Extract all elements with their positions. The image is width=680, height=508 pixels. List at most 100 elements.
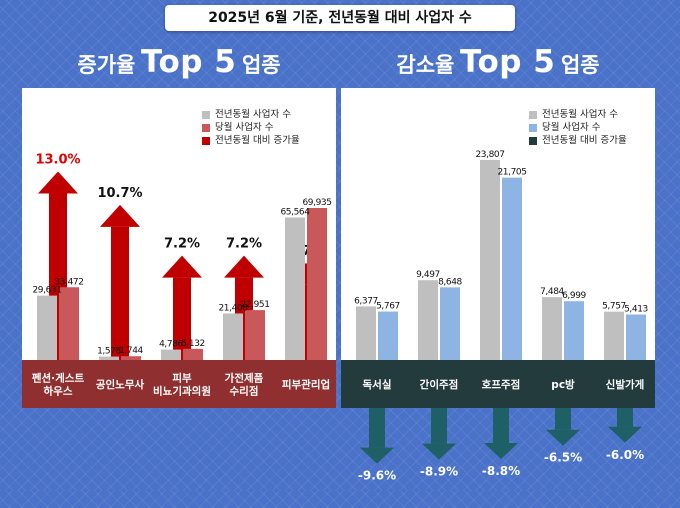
category-label: 하우스 (44, 385, 73, 398)
decrease-heading-part3: 업종 (560, 53, 600, 77)
chart-title: 2025년 6월 기준, 전년동월 대비 사업자 수 (165, 5, 515, 31)
rate-arrow-shaft (369, 408, 385, 448)
value-label-prev: 65,564 (280, 208, 310, 218)
category-label: 피부 (172, 372, 192, 385)
bar-cur (307, 208, 327, 360)
legend-label-cur: 당월 사업자 수 (542, 122, 601, 133)
value-label-prev: 1,578 (97, 347, 121, 357)
rate-arrow-head (162, 255, 202, 278)
rate-arrow-head (38, 171, 78, 194)
category-label: 펜션·게스트 (32, 372, 85, 385)
category-band (341, 360, 655, 408)
legend-item-rate: 전년동월 대비 증가율 (529, 134, 627, 147)
increase-chart-panel: 전년동월 사업자 수 당월 사업자 수 전년동월 대비 증가율 13.0% 29,… (22, 88, 336, 408)
bar-prev (161, 349, 181, 360)
rate-arrow-head (360, 447, 394, 464)
value-label-prev: 4,786 (159, 340, 183, 350)
value-label-prev: 21,408 (218, 303, 248, 313)
value-label-cur: 1,744 (119, 346, 143, 356)
category-label: 호프주점 (482, 378, 521, 391)
rate-label: -9.6% (358, 469, 396, 483)
bar-prev (356, 306, 376, 360)
rate-arrow-shaft (431, 408, 447, 444)
value-label-cur: 33,472 (54, 277, 83, 287)
value-label-prev: 7,484 (540, 287, 564, 297)
bar-prev (37, 295, 57, 360)
category-label: 가전제품 (225, 372, 264, 385)
value-label-cur: 22,951 (240, 300, 269, 310)
category-label: 간이주점 (420, 378, 459, 391)
value-label-cur: 5,132 (181, 339, 205, 349)
legend-swatch-cur (529, 123, 537, 132)
bar-prev (285, 217, 305, 360)
decrease-legend: 전년동월 사업자 수 당월 사업자 수 전년동월 대비 증가율 (529, 108, 627, 147)
increase-heading: 증가율 Top 5 업종 (22, 44, 336, 88)
rate-arrow-head (484, 443, 518, 460)
value-label-prev: 9,497 (416, 270, 440, 280)
rate-label: 10.7% (97, 186, 142, 201)
value-label-prev: 23,807 (475, 150, 504, 160)
bar-cur (378, 311, 398, 360)
bar-prev (480, 160, 500, 360)
category-band (22, 360, 336, 408)
increase-legend: 전년동월 사업자 수 당월 사업자 수 전년동월 대비 증가율 (202, 108, 300, 147)
legend-swatch-prev (202, 110, 210, 119)
bar-prev (99, 356, 119, 360)
rate-label: -8.9% (420, 465, 458, 479)
value-label-prev: 29,631 (32, 286, 61, 296)
bar-prev (223, 313, 243, 360)
legend-item-prev: 전년동월 사업자 수 (202, 108, 300, 121)
value-label-cur: 21,705 (497, 168, 526, 178)
bar-cur (245, 310, 265, 360)
value-label-cur: 69,935 (302, 198, 331, 208)
bar-cur (121, 356, 141, 360)
legend-label-rate: 전년동월 대비 증가율 (542, 135, 627, 146)
bar-prev (604, 311, 624, 360)
legend-item-cur: 당월 사업자 수 (202, 121, 300, 134)
rate-arrow-shaft (111, 226, 129, 360)
decrease-heading-part1: 감소율 (396, 53, 455, 77)
category-label: 수리점 (230, 385, 259, 398)
bar-cur (626, 314, 646, 360)
rate-arrow-shaft (493, 408, 509, 444)
value-label-cur: 6,999 (562, 291, 586, 301)
value-label-cur: 5,767 (376, 302, 400, 312)
legend-swatch-rate (202, 136, 210, 145)
value-label-prev: 5,757 (602, 302, 626, 312)
rate-arrow-shaft (617, 408, 633, 427)
decrease-heading: 감소율 Top 5 업종 (341, 44, 655, 88)
rate-label: 13.0% (35, 153, 80, 168)
legend-item-prev: 전년동월 사업자 수 (529, 108, 627, 121)
category-label: 신발가게 (606, 378, 645, 391)
rate-arrow-head (224, 255, 264, 278)
decrease-chart-panel: 전년동월 사업자 수 당월 사업자 수 전년동월 대비 증가율 -9.6% 6,3… (341, 88, 655, 483)
rate-label: -6.5% (544, 451, 582, 465)
bar-prev (418, 280, 438, 360)
rate-arrow-head (608, 426, 642, 443)
value-label-cur: 8,648 (438, 277, 462, 287)
category-label: 비뇨기과의원 (153, 385, 211, 398)
rate-label: 7.2% (226, 237, 262, 252)
increase-heading-part2: Top 5 (140, 44, 237, 80)
rate-arrow-head (546, 429, 580, 446)
rate-label: 7.2% (164, 237, 200, 252)
bar-cur (59, 287, 79, 360)
bar-cur (183, 348, 203, 360)
bar-prev (542, 297, 562, 360)
legend-swatch-cur (202, 123, 210, 132)
legend-label-prev: 전년동월 사업자 수 (215, 109, 291, 120)
value-label-cur: 5,413 (624, 305, 648, 315)
legend-swatch-prev (529, 110, 537, 119)
legend-label-rate: 전년동월 대비 증가율 (215, 135, 300, 146)
legend-label-prev: 전년동월 사업자 수 (542, 109, 618, 120)
decrease-heading-part2: Top 5 (459, 44, 556, 80)
rate-arrow-head (100, 204, 140, 227)
rate-label: -8.8% (482, 464, 520, 478)
rate-arrow-shaft (173, 277, 191, 360)
bar-cur (502, 177, 522, 360)
legend-label-cur: 당월 사업자 수 (215, 122, 274, 133)
category-label: 독서실 (363, 378, 392, 391)
value-label-prev: 6,377 (354, 296, 378, 306)
